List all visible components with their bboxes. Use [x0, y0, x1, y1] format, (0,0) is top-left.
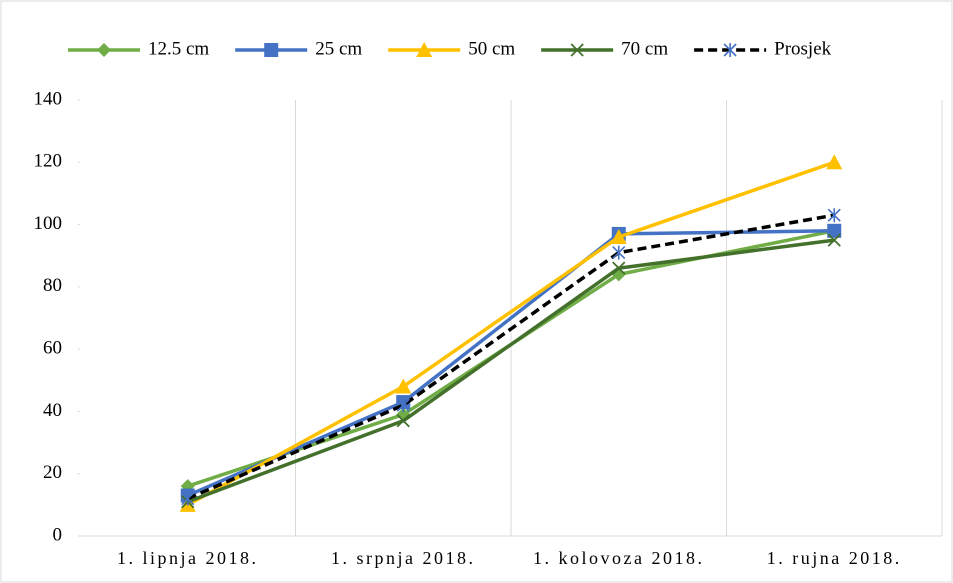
marker [723, 43, 737, 57]
marker [826, 154, 843, 170]
marker-shape [416, 42, 433, 57]
marker-shape [827, 223, 842, 238]
marker [827, 223, 842, 238]
y-tick-label: 120 [34, 151, 63, 172]
legend-label: 50 cm [468, 38, 515, 59]
marker [396, 398, 410, 413]
y-tick-label: 20 [43, 462, 62, 483]
marker [612, 261, 626, 275]
marker-shape [396, 414, 410, 428]
y-tick-label: 0 [53, 524, 63, 545]
marker-shape [610, 229, 627, 245]
marker-shape [396, 398, 410, 413]
legend-label: 12.5 cm [148, 38, 209, 59]
marker [416, 42, 433, 57]
marker [264, 43, 279, 57]
y-tick-label: 140 [34, 88, 63, 109]
y-tick-label: 80 [43, 275, 62, 296]
marker-shape [827, 233, 841, 247]
marker [827, 208, 841, 223]
marker [395, 378, 412, 394]
marker [610, 229, 627, 245]
marker-shape [826, 154, 843, 170]
marker [181, 491, 195, 506]
marker [827, 233, 841, 247]
marker-shape [612, 245, 626, 260]
marker [396, 414, 410, 428]
x-tick-label: 1. lipnja 2018. [117, 548, 259, 568]
legend-label: Prosjek [774, 38, 832, 59]
x-tick-label: 1. srpnja 2018. [331, 548, 476, 568]
marker-shape [97, 43, 111, 57]
marker-shape [827, 208, 841, 223]
x-tick-label: 1. rujna 2018. [767, 548, 902, 568]
marker-shape [395, 378, 412, 394]
marker [97, 43, 111, 57]
y-tick-label: 40 [43, 400, 62, 421]
marker [612, 245, 626, 260]
series-line [187, 238, 835, 504]
legend-label: 70 cm [621, 38, 668, 59]
marker-shape [612, 261, 626, 275]
y-tick-label: 100 [34, 213, 63, 234]
marker-shape [723, 43, 737, 57]
series-line [186, 160, 835, 507]
y-tick-label: 60 [43, 338, 62, 359]
marker-shape [570, 43, 584, 57]
series-line [187, 213, 835, 501]
marker [570, 43, 584, 57]
marker-shape [181, 491, 195, 506]
x-tick-label: 1. kolovoza 2018. [533, 548, 704, 568]
marker-shape [264, 43, 279, 57]
legend-label: 25 cm [315, 38, 362, 59]
